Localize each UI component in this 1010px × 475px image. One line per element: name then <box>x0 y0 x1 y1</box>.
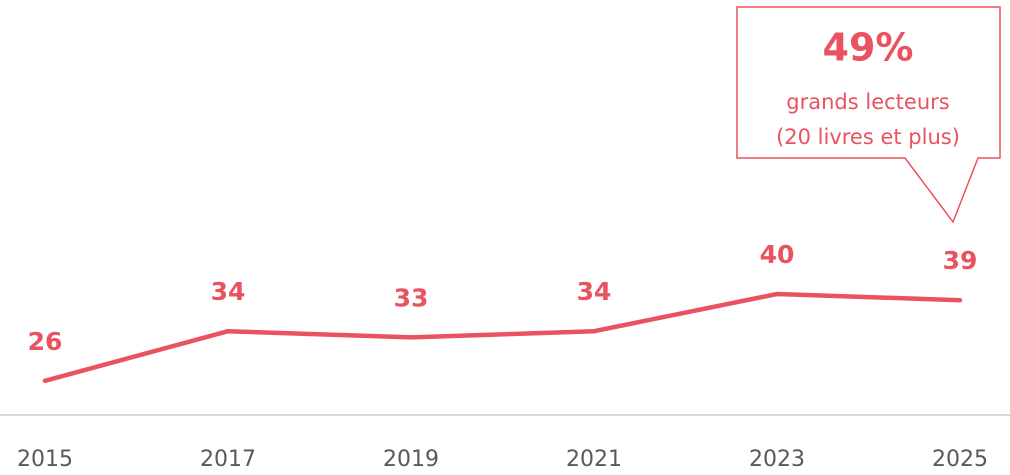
callout-value: 49% <box>823 26 914 70</box>
data-label: 34 <box>211 277 246 306</box>
data-label: 34 <box>577 277 612 306</box>
x-tick-label: 2025 <box>932 447 988 472</box>
callout-box <box>736 6 1001 224</box>
x-tick-label: 2021 <box>566 447 622 472</box>
x-tick-label: 2015 <box>17 447 73 472</box>
callout-text: grands lecteurs <box>786 90 949 114</box>
x-tick-label: 2019 <box>383 447 439 472</box>
data-label: 39 <box>943 246 978 275</box>
x-tick-label: 2023 <box>749 447 805 472</box>
data-label: 33 <box>394 283 429 312</box>
data-label: 40 <box>760 240 795 269</box>
line <box>42 291 963 384</box>
callout-text: (20 livres et plus) <box>776 125 960 149</box>
data-label: 26 <box>28 327 63 356</box>
x-tick-label: 2017 <box>200 447 256 472</box>
